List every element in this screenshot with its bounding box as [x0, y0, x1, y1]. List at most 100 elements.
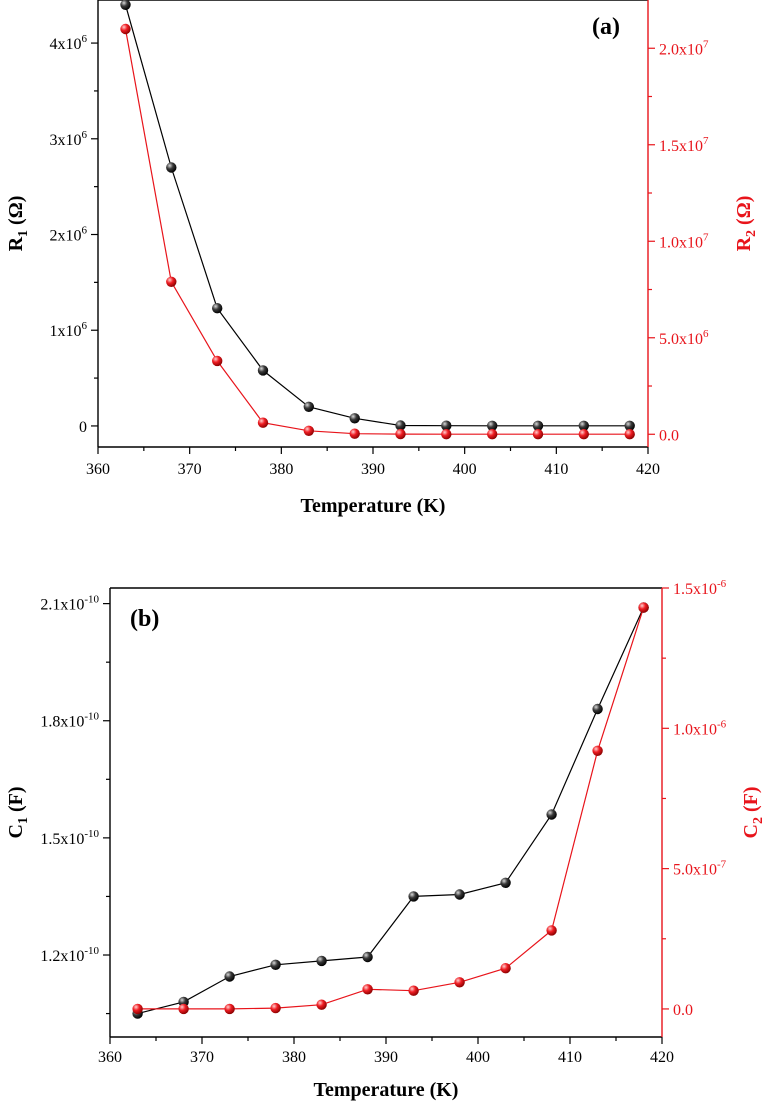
tick-mantissa: 0.0: [673, 1002, 693, 1019]
data-point-R2: [441, 429, 452, 440]
axis-title-subscript: 2: [751, 817, 766, 824]
data-point-R1: [395, 420, 406, 431]
right-y-tick-label: 1.5x107: [659, 135, 709, 155]
x-axis-title: Temperature (K): [314, 1079, 459, 1101]
right-y-tick-label: 0.0: [659, 427, 679, 444]
tick-exponent: -10: [84, 711, 99, 723]
tick-exponent: -7: [717, 859, 727, 871]
series-line-C2: [137, 607, 645, 1010]
data-point-C2: [638, 602, 649, 613]
data-point-C2: [408, 985, 419, 996]
tick-exponent: 6: [82, 225, 88, 237]
data-point-C1: [500, 877, 511, 888]
tick-mantissa: 0.0: [659, 427, 679, 444]
data-point-C2: [270, 1002, 281, 1014]
tick-mantissa: 5.0x10: [659, 331, 703, 348]
data-point-C1: [362, 951, 373, 963]
tick-mantissa: 1x10: [50, 323, 82, 340]
series-line-C1: [137, 607, 645, 1015]
tick-mantissa: 4x10: [50, 36, 82, 53]
right-y-tick-label: 1.5x10-6: [673, 578, 727, 598]
left-axis-title: C1 (F): [5, 787, 31, 839]
data-point-C1: [316, 955, 327, 967]
tick-mantissa: 1.0x10: [673, 721, 717, 738]
axis-title-main: R: [733, 236, 755, 251]
axis-title-main: C: [5, 824, 27, 838]
x-tick-label: 400: [453, 461, 477, 478]
data-point-R2: [303, 425, 314, 436]
x-tick-label: 360: [86, 461, 110, 478]
x-tick-label: 390: [374, 1049, 398, 1066]
left-axis-title: R1 (Ω): [5, 196, 31, 252]
data-point-C2: [500, 963, 511, 974]
data-point-C2: [592, 745, 603, 756]
x-tick-label: 380: [269, 461, 293, 478]
data-point-R1: [212, 303, 223, 314]
left-y-tick-label: 4x106: [50, 33, 88, 53]
tick-mantissa: 2.1x10: [40, 597, 84, 614]
tick-mantissa: 1.5x10: [659, 138, 703, 155]
axis-title-unit: (Ω): [733, 196, 755, 230]
data-point-R2: [578, 429, 589, 440]
data-point-R2: [212, 355, 223, 367]
data-point-C2: [132, 1003, 143, 1015]
data-point-C1: [454, 889, 465, 900]
x-tick-label: 420: [636, 461, 660, 478]
left-y-tick-label: 1.8x10-10: [40, 711, 99, 731]
tick-mantissa: 2.0x10: [659, 41, 703, 58]
tick-exponent: 7: [703, 38, 709, 50]
data-point-R1: [120, 0, 131, 10]
x-axis-title: Temperature (K): [301, 495, 446, 517]
axis-title-subscript: 1: [16, 230, 31, 237]
tick-exponent: -6: [717, 718, 727, 730]
data-point-C1: [270, 959, 281, 970]
x-tick-label: 400: [466, 1049, 490, 1066]
data-point-C2: [178, 1003, 189, 1015]
axis-title-unit: (F): [740, 787, 762, 818]
tick-exponent: 6: [703, 328, 709, 340]
tick-exponent: -6: [717, 578, 727, 590]
x-tick-label: 410: [544, 461, 568, 478]
x-tick-label: 420: [650, 1049, 674, 1066]
right-y-tick-label: 0.0: [673, 1002, 693, 1019]
data-point-C1: [546, 809, 557, 820]
left-y-tick-label: 1.2x10-10: [40, 945, 99, 965]
data-point-R1: [441, 420, 452, 431]
x-tick-label: 380: [282, 1049, 306, 1066]
tick-mantissa: 1.2x10: [40, 948, 84, 965]
tick-exponent: -10: [84, 945, 99, 957]
right-y-tick-label: 5.0x10-7: [673, 859, 727, 879]
tick-exponent: -10: [84, 594, 99, 606]
left-y-tick-label: 0: [79, 419, 87, 436]
data-point-R2: [349, 428, 360, 439]
left-y-tick-label: 2.1x10-10: [40, 594, 99, 614]
data-point-R1: [303, 401, 314, 412]
tick-mantissa: 3x10: [50, 132, 82, 149]
series-line-R1: [124, 4, 630, 427]
left-y-tick-label: 1.5x10-10: [40, 828, 99, 848]
tick-exponent: 6: [82, 129, 88, 141]
data-point-R2: [487, 429, 498, 440]
data-point-R1: [532, 420, 544, 431]
tick-exponent: 7: [703, 231, 709, 243]
axis-title-main: C: [740, 824, 762, 838]
tick-mantissa: 1.0x10: [659, 234, 703, 251]
axis-title-subscript: 1: [16, 817, 31, 824]
data-point-R1: [257, 365, 269, 376]
axis-title-main: R: [5, 236, 27, 251]
axis-title-unit: (Ω): [5, 196, 27, 230]
axis-title-unit: (F): [5, 787, 27, 818]
data-point-R2: [120, 23, 131, 35]
data-point-R2: [395, 428, 406, 440]
tick-exponent: 6: [82, 320, 88, 332]
right-y-tick-label: 1.0x10-6: [673, 718, 727, 738]
data-point-R2: [532, 429, 544, 440]
series-line-R2: [124, 28, 630, 435]
panel-label: (a): [592, 14, 620, 40]
data-point-R2: [624, 429, 635, 440]
chart-panel-b: 360 370 380 390 400 410 4201.2x10-101.5x10-101…: [5, 578, 766, 1101]
data-point-C2: [224, 1003, 235, 1015]
data-point-C1: [224, 971, 235, 982]
x-tick-label: 390: [361, 461, 385, 478]
